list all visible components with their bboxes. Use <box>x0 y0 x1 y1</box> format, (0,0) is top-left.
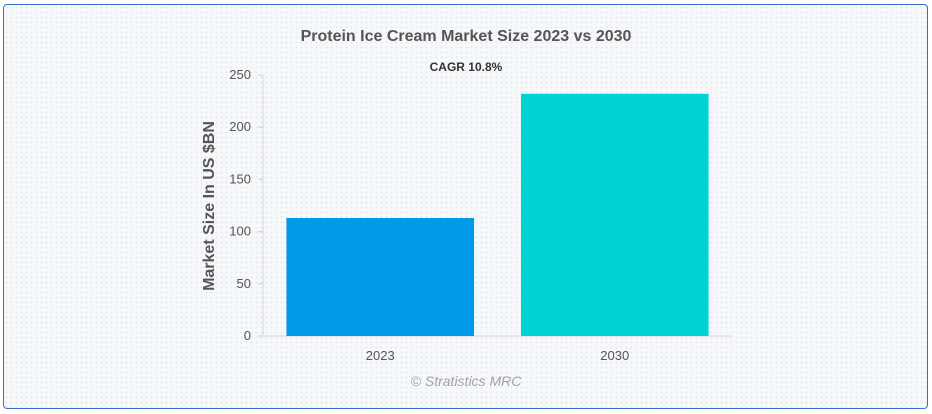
x-axis: 2023 2030 <box>263 335 732 363</box>
chart-title: Protein Ice Cream Market Size 2023 vs 20… <box>300 28 632 45</box>
x-tick-label: 2030 <box>600 348 629 363</box>
x-tick-label: 2023 <box>366 348 395 363</box>
chart-frame <box>3 4 928 409</box>
bar-2030 <box>520 93 709 337</box>
bars <box>286 93 709 337</box>
watermark-text: © Stratistics MRC <box>410 373 522 389</box>
y-tick-label: 50 <box>237 276 251 291</box>
y-tick-label: 200 <box>229 119 251 134</box>
y-tick-label: 100 <box>229 224 251 239</box>
y-tick-label: 250 <box>229 67 251 82</box>
y-axis: 0 50 100 150 200 250 <box>229 67 264 343</box>
y-tick-label: 0 <box>244 328 251 343</box>
chart-subtitle: CAGR 10.8% <box>429 60 503 74</box>
bar-2023 <box>286 218 475 336</box>
y-tick-label: 150 <box>229 171 251 186</box>
